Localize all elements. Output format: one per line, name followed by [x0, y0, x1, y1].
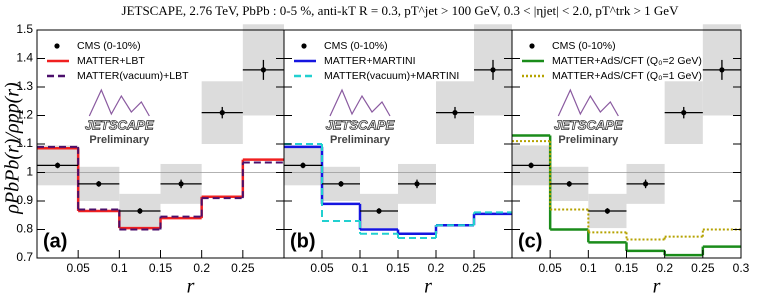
panel-label: (c) [518, 230, 542, 252]
x-tick-label: 0.25 [462, 261, 486, 275]
data-point [528, 162, 534, 168]
legend-marker [54, 43, 60, 49]
logo-subtitle: Preliminary [330, 134, 391, 146]
legend-label: MATTER(vacuum)+MARTINI [324, 70, 459, 82]
data-point [338, 181, 344, 187]
y-tick-label: 0.7 [16, 250, 33, 264]
data-point [178, 181, 184, 187]
x-tick-label: 0.15 [386, 261, 410, 275]
data-point [452, 110, 458, 116]
logo-title: JETSCAPE [326, 117, 395, 132]
y-tick-label: 0.8 [16, 222, 33, 236]
x-tick-label: 0.05 [310, 261, 334, 275]
legend-label: MATTER+LBT [77, 55, 145, 67]
x-tick-label: 0.05 [66, 261, 90, 275]
x-axis-label: r [424, 276, 432, 298]
legend-label: CMS (0-10%) [324, 40, 388, 52]
data-point [681, 110, 687, 116]
data-point [260, 67, 267, 73]
data-point [137, 208, 143, 214]
y-tick-label: 1.2 [16, 108, 33, 122]
logo-art [88, 88, 150, 117]
x-tick-label: 0.3 [733, 261, 750, 275]
logo-art [329, 88, 391, 117]
legend-label: MATTER+AdS/CFT (Q₀=1 GeV) [552, 70, 702, 82]
x-tick-label: 0.1 [111, 261, 128, 275]
data-point [566, 181, 572, 187]
x-tick-label: 0.1 [580, 261, 597, 275]
logo-title: JETSCAPE [85, 117, 154, 132]
x-tick-label: 0.05 [538, 261, 562, 275]
x-tick-label: 0.2 [193, 261, 210, 275]
legend-label: MATTER+AdS/CFT (Q₀=2 GeV) [552, 55, 702, 67]
data-point [604, 208, 611, 214]
y-tick-label: 0.9 [16, 193, 33, 207]
x-axis-label: r [187, 276, 195, 298]
x-axis-label: r [653, 276, 661, 298]
data-point [54, 162, 61, 168]
legend-marker [529, 43, 535, 49]
logo-subtitle: Preliminary [558, 134, 619, 146]
legend-label: CMS (0-10%) [77, 40, 141, 52]
data-point [96, 181, 102, 187]
y-tick-label: 1.3 [16, 79, 33, 93]
data-point [219, 110, 225, 116]
logo-art [557, 88, 619, 117]
y-tick-label: 1 [26, 165, 33, 179]
y-tick-label: 1.4 [16, 51, 33, 65]
y-axis-label: ρPbPb(r)/ρpp(r) [2, 82, 24, 215]
y-tick-label: 1.1 [16, 136, 33, 150]
data-point [642, 181, 649, 187]
data-point [719, 67, 725, 73]
chart-title: JETSCAPE, 2.76 TeV, PbPb : 0-5 %, anti-k… [122, 3, 680, 18]
legend-label: CMS (0-10%) [552, 40, 616, 52]
data-point [300, 162, 306, 168]
legend-label: MATTER(vacuum)+LBT [77, 70, 189, 82]
x-tick-label: 0.15 [615, 261, 639, 275]
data-point [490, 67, 496, 73]
logo-title: JETSCAPE [554, 117, 623, 132]
x-tick-label: 0.2 [428, 261, 445, 275]
panel-label: (b) [290, 230, 316, 252]
logo-subtitle: Preliminary [89, 134, 150, 146]
data-point [376, 208, 382, 214]
x-tick-label: 0.1 [352, 261, 369, 275]
data-point [414, 181, 420, 187]
x-tick-label: 0.2 [656, 261, 673, 275]
y-tick-label: 1.5 [16, 22, 33, 36]
legend-marker [301, 43, 307, 49]
panel-label: (a) [43, 230, 67, 252]
x-tick-label: 0.25 [231, 261, 255, 275]
x-tick-label: 0.15 [149, 261, 173, 275]
x-tick-label: 0.25 [691, 261, 715, 275]
legend-label: MATTER+MARTINI [324, 55, 416, 67]
